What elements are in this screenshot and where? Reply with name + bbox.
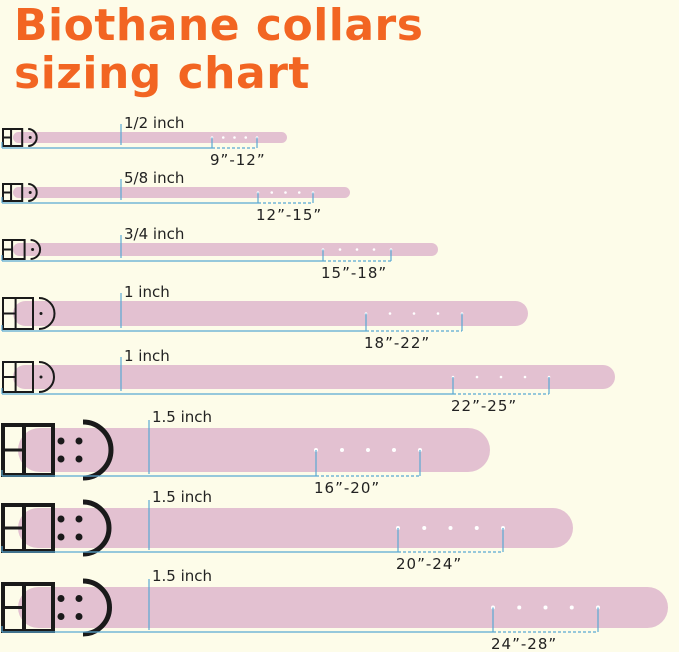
rivet — [28, 136, 32, 139]
size-range-label: 20”-24” — [396, 555, 463, 573]
width-label: 1.5 inch — [152, 408, 213, 426]
rivet — [57, 515, 65, 523]
hole — [412, 312, 416, 315]
rivet — [75, 533, 83, 541]
size-range-label: 15”-18” — [321, 264, 388, 282]
hole — [436, 312, 440, 315]
size-range-label: 16”-20” — [314, 479, 381, 497]
collar-7 — [1, 499, 573, 557]
strap — [13, 243, 438, 256]
collar-6 — [1, 419, 490, 481]
strap — [13, 187, 350, 198]
hole — [270, 191, 274, 194]
width-label: 1 inch — [124, 283, 170, 301]
hole — [422, 526, 427, 530]
rivet — [57, 533, 65, 541]
rivet — [57, 455, 65, 463]
size-range-label: 18”-22” — [364, 334, 431, 352]
hole — [569, 605, 574, 610]
size-range-label: 9”-12” — [210, 151, 266, 169]
hole — [340, 448, 344, 452]
hole — [448, 526, 453, 530]
rivet — [75, 515, 83, 523]
width-label: 1.5 inch — [152, 567, 213, 585]
hole — [543, 605, 548, 610]
rivet — [31, 248, 35, 251]
hole — [233, 136, 236, 139]
rivet — [28, 191, 32, 194]
strap — [13, 301, 528, 326]
rivet — [57, 595, 65, 602]
d-ring-icon — [28, 183, 38, 202]
rivet — [75, 613, 83, 620]
rivet — [75, 455, 83, 463]
hole — [388, 312, 392, 315]
hole — [392, 448, 396, 452]
strap — [13, 365, 615, 389]
width-label: 3/4 inch — [124, 225, 185, 243]
hole — [366, 448, 370, 452]
hole — [474, 526, 479, 530]
hole — [284, 191, 287, 194]
width-label: 1 inch — [124, 347, 170, 365]
strap — [18, 428, 490, 472]
hole — [221, 136, 225, 139]
hole — [517, 605, 522, 610]
collar-4 — [1, 293, 528, 332]
hole — [372, 248, 376, 251]
hole — [338, 248, 342, 251]
rivet — [39, 312, 43, 315]
rivet — [75, 595, 83, 602]
size-range-label: 12”-15” — [256, 206, 323, 224]
strap — [18, 587, 668, 628]
strap — [18, 508, 573, 548]
strap — [13, 132, 287, 143]
d-ring-icon — [28, 128, 38, 147]
width-label: 1.5 inch — [152, 488, 213, 506]
width-label: 1/2 inch — [124, 114, 185, 132]
collar-3 — [1, 235, 438, 262]
title-line-2: sizing chart — [14, 48, 310, 99]
rivet — [39, 375, 43, 379]
d-ring-icon — [38, 361, 55, 393]
title-line-1: Biothane collars — [14, 0, 424, 51]
rivet — [57, 437, 65, 445]
hole — [499, 375, 503, 379]
hole — [355, 248, 359, 251]
d-ring-icon — [38, 297, 56, 330]
rivet — [57, 613, 65, 620]
collar-2 — [1, 179, 350, 204]
hole — [297, 191, 301, 194]
hole — [475, 375, 479, 379]
hole — [523, 375, 527, 379]
collar-5 — [1, 357, 615, 395]
size-range-label: 24”-28” — [491, 635, 558, 652]
hole — [244, 136, 248, 139]
rivet — [75, 437, 83, 445]
size-range-label: 22”-25” — [451, 397, 518, 415]
collar-8 — [1, 578, 668, 637]
collar-1 — [1, 124, 287, 149]
width-label: 5/8 inch — [124, 169, 185, 187]
d-ring-icon — [30, 239, 42, 260]
